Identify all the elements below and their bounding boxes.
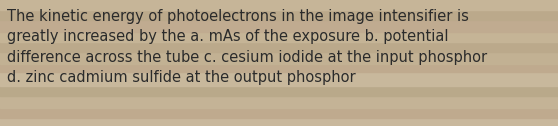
Bar <box>0 52 558 64</box>
Bar <box>0 32 558 42</box>
Bar <box>0 0 558 10</box>
Bar <box>0 72 558 86</box>
Bar <box>0 118 558 126</box>
Text: The kinetic energy of photoelectrons in the image intensifier is
greatly increas: The kinetic energy of photoelectrons in … <box>7 9 487 85</box>
Bar <box>0 42 558 52</box>
Bar <box>0 96 558 108</box>
Bar <box>0 64 558 72</box>
Bar <box>0 20 558 32</box>
Bar <box>0 108 558 118</box>
Bar <box>0 86 558 96</box>
Bar <box>0 10 558 20</box>
